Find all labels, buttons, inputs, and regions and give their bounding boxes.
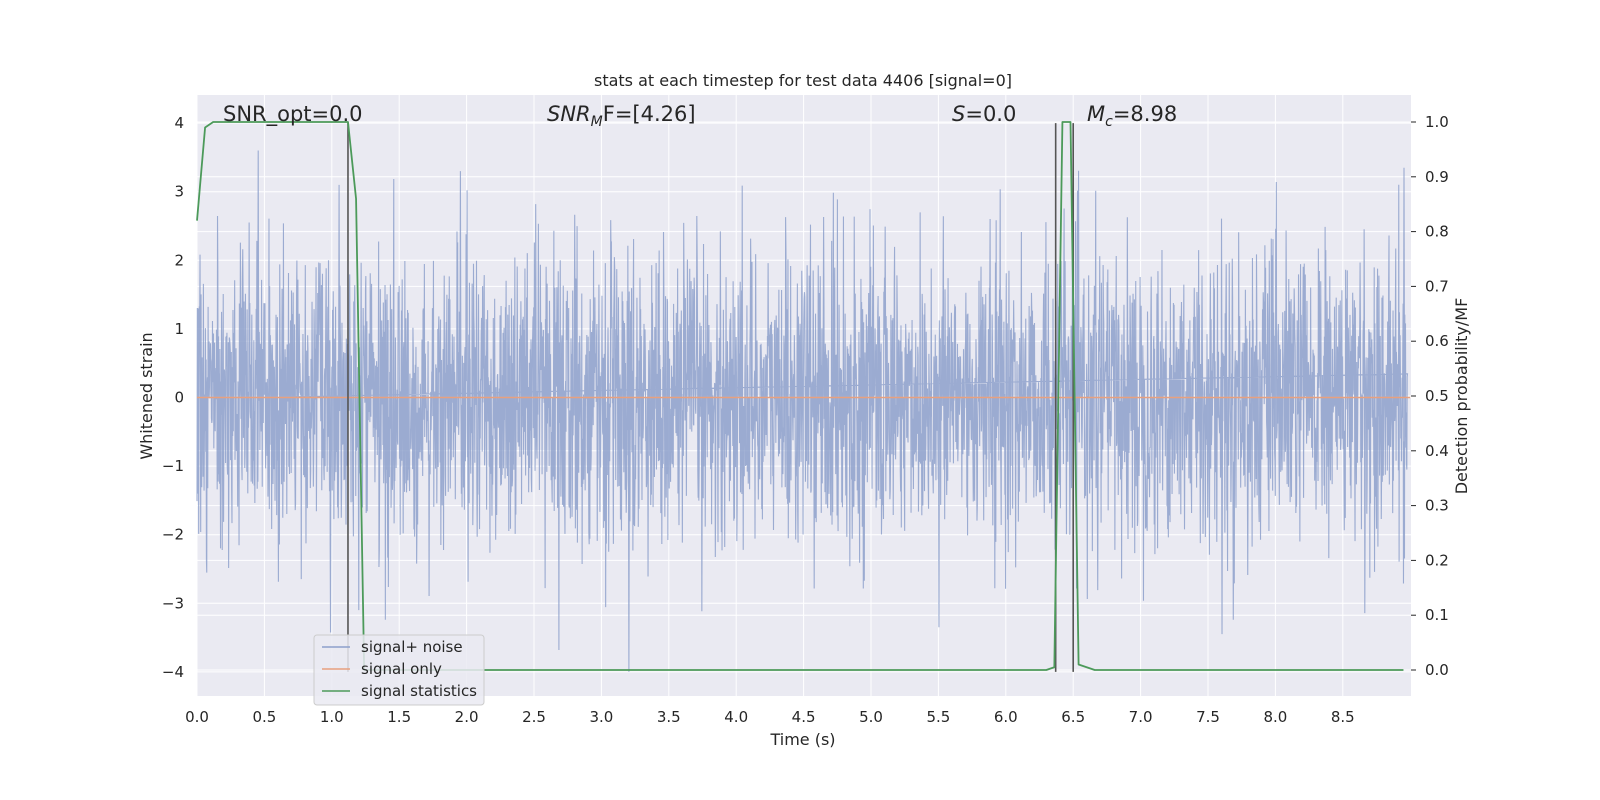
x-tick-label: 5.0: [859, 708, 883, 726]
series-signal-noise: [196, 150, 1409, 672]
y-tick-label-left: 0: [174, 389, 184, 407]
y-tick-label-right: 0.5: [1425, 387, 1449, 405]
y-tick-label-right: 0.7: [1425, 277, 1449, 295]
x-tick-label: 3.0: [589, 708, 613, 726]
annotation-snr-opt: SNR_opt=0.0: [223, 102, 363, 127]
y-tick-label-left: −3: [162, 594, 184, 612]
y-tick-label-left: −2: [162, 526, 184, 544]
annotation-snr-mf: SNRMF=[4.26]: [547, 102, 696, 130]
y-tick-label-right: 1.0: [1425, 113, 1449, 131]
x-axis-label: Time (s): [769, 730, 835, 749]
x-tick-label: 3.5: [657, 708, 681, 726]
series-signal-statistics: [196, 121, 1404, 671]
x-tick-label: 7.0: [1129, 708, 1153, 726]
x-tick-label: 1.0: [320, 708, 344, 726]
y-tick-label-right: 0.9: [1425, 168, 1449, 186]
x-tick-label: 7.5: [1196, 708, 1220, 726]
x-tick-label: 6.0: [994, 708, 1018, 726]
annotation-s: S=0.0: [952, 102, 1016, 126]
y-tick-label-right: 0.3: [1425, 497, 1449, 515]
x-tick-label: 6.5: [1061, 708, 1085, 726]
axes: 0.0 0.5 1.0 1.5 2.0 2.5 3.0 3.5 4.0 4.5 5.0 5.5 6.0 6…: [162, 113, 1449, 726]
legend-label-signal-only: signal only: [361, 660, 442, 678]
y-tick-label-right: 0.8: [1425, 223, 1449, 241]
y-axis-label-right: Detection probability/MF: [1452, 298, 1471, 495]
x-tick-label: 5.5: [926, 708, 950, 726]
x-tick-label: 8.0: [1263, 708, 1287, 726]
chart-title: stats at each timestep for test data 440…: [594, 71, 1012, 90]
y-tick-label-left: −1: [162, 457, 184, 475]
annotation-mc: Mc=8.98: [1087, 102, 1177, 130]
y-tick-label-left: 2: [174, 251, 184, 269]
y-tick-label-right: 0.0: [1425, 661, 1449, 679]
x-tick-label: 2.5: [522, 708, 546, 726]
series-layer: [196, 121, 1411, 672]
y-axis-label-left: Whitened strain: [137, 332, 156, 459]
legend-box: [313, 634, 485, 706]
y-tick-label-right: 0.1: [1425, 606, 1449, 624]
x-tick-label: 2.0: [455, 708, 479, 726]
y-tick-label-left: 1: [174, 320, 184, 338]
legend-label-signal-statistics: signal statistics: [361, 682, 477, 700]
y-tick-label-right: 0.4: [1425, 442, 1449, 460]
x-tick-label: 0.5: [252, 708, 276, 726]
x-tick-label: 4.5: [792, 708, 816, 726]
y-tick-label-right: 0.6: [1425, 332, 1449, 350]
x-tick-label: 8.5: [1331, 708, 1355, 726]
x-tick-label: 4.0: [724, 708, 748, 726]
y-tick-label-right: 0.2: [1425, 551, 1449, 569]
y-tick-label-left: 4: [174, 114, 184, 132]
y-tick-label-left: 3: [174, 183, 184, 201]
y-tick-label-left: −4: [162, 663, 184, 681]
legend: signal+ noise signal only signal statist…: [313, 634, 485, 706]
x-tick-label: 0.0: [185, 708, 209, 726]
x-tick-label: 1.5: [387, 708, 411, 726]
legend-label-signal-noise: signal+ noise: [361, 638, 463, 656]
